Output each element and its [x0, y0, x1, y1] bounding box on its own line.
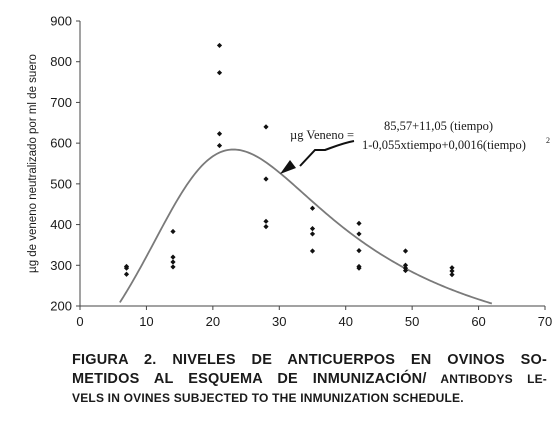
data-point: [170, 228, 176, 235]
data-point: [309, 248, 316, 254]
data-point: [449, 268, 455, 274]
x-tick-label: 60: [471, 314, 485, 329]
y-tick-label: 600: [50, 136, 72, 151]
chart-axes: 200 300 400 500 600 700 800 900 0 10 20 30 40 50 60 70 µ…: [27, 14, 552, 330]
data-point: [402, 267, 409, 274]
y-tick-label: 400: [50, 217, 72, 232]
data-point: [356, 220, 362, 226]
x-tick-label: 20: [206, 314, 220, 329]
caption-line-1: FIGURA 2. NIVELES DE ANTICUERPOS EN OVIN…: [72, 352, 547, 368]
equation-lhs: µg Veneno =: [290, 128, 354, 142]
y-tick-label: 900: [50, 14, 72, 29]
caption-line-2-english: ANTIBODYS LE-: [426, 372, 547, 386]
data-point: [356, 231, 362, 237]
data-point: [402, 248, 409, 254]
x-tick-label: 70: [538, 314, 552, 329]
y-tick-label: 300: [50, 258, 72, 273]
data-point: [170, 259, 176, 265]
annotation-arrow: [299, 140, 355, 167]
data-point: [263, 176, 269, 182]
data-point: [263, 224, 269, 230]
data-point: [216, 142, 223, 149]
data-point: [263, 124, 269, 130]
data-point: [309, 226, 316, 232]
x-tick-label: 40: [338, 314, 352, 329]
data-point: [123, 271, 130, 277]
data-point: [170, 264, 176, 270]
x-tick-label: 30: [272, 314, 286, 329]
data-point: [449, 265, 455, 271]
fit-curve: [119, 148, 493, 305]
equation-denominator: 1-0,055xtiempo+0,0016(tiempo): [362, 138, 526, 152]
fit-curve-layer: [119, 148, 493, 305]
y-tick-label: 700: [50, 95, 72, 110]
data-point: [216, 42, 223, 49]
data-point: [263, 218, 269, 224]
data-point: [402, 262, 409, 268]
y-axis-label: µg de veneno neutralizado por ml de suer…: [27, 54, 39, 273]
data-point: [170, 254, 176, 260]
equation-exponent: 2: [546, 136, 550, 145]
y-tick-label: 200: [50, 299, 72, 314]
data-point: [309, 205, 316, 211]
x-tick-label: 50: [405, 314, 419, 329]
chart: 200 300 400 500 600 700 800 900 0 10 20 30 40 50 60 70 µ…: [27, 14, 552, 330]
caption-line-3: VELS IN OVINES SUBJECTED TO THE INMUNIZA…: [72, 391, 464, 405]
data-point: [356, 248, 362, 254]
data-point: [356, 265, 362, 271]
y-tick-label: 800: [50, 54, 72, 69]
equation-numerator: 85,57+11,05 (tiempo): [384, 119, 493, 133]
caption-line-2-spanish: METIDOS AL ESQUEMA DE INMUNIZACIÓN/: [72, 371, 427, 387]
figure-caption: FIGURA 2. NIVELES DE ANTICUERPOS EN OVIN…: [72, 351, 547, 407]
y-tick-label: 500: [50, 176, 72, 191]
data-point: [123, 265, 130, 271]
data-point: [449, 272, 455, 278]
caption-line-2: METIDOS AL ESQUEMA DE INMUNIZACIÓN/ ANTI…: [72, 370, 547, 389]
x-tick-label: 0: [76, 314, 83, 329]
annotation-arrowhead: [280, 160, 296, 174]
data-points-layer: [123, 42, 455, 278]
data-point: [216, 131, 223, 137]
x-tick-label: 10: [139, 314, 153, 329]
data-point: [216, 70, 223, 76]
equation-annotation: µg Veneno = 85,57+11,05 (tiempo) 1-0,055…: [280, 119, 550, 174]
data-point: [309, 231, 316, 237]
